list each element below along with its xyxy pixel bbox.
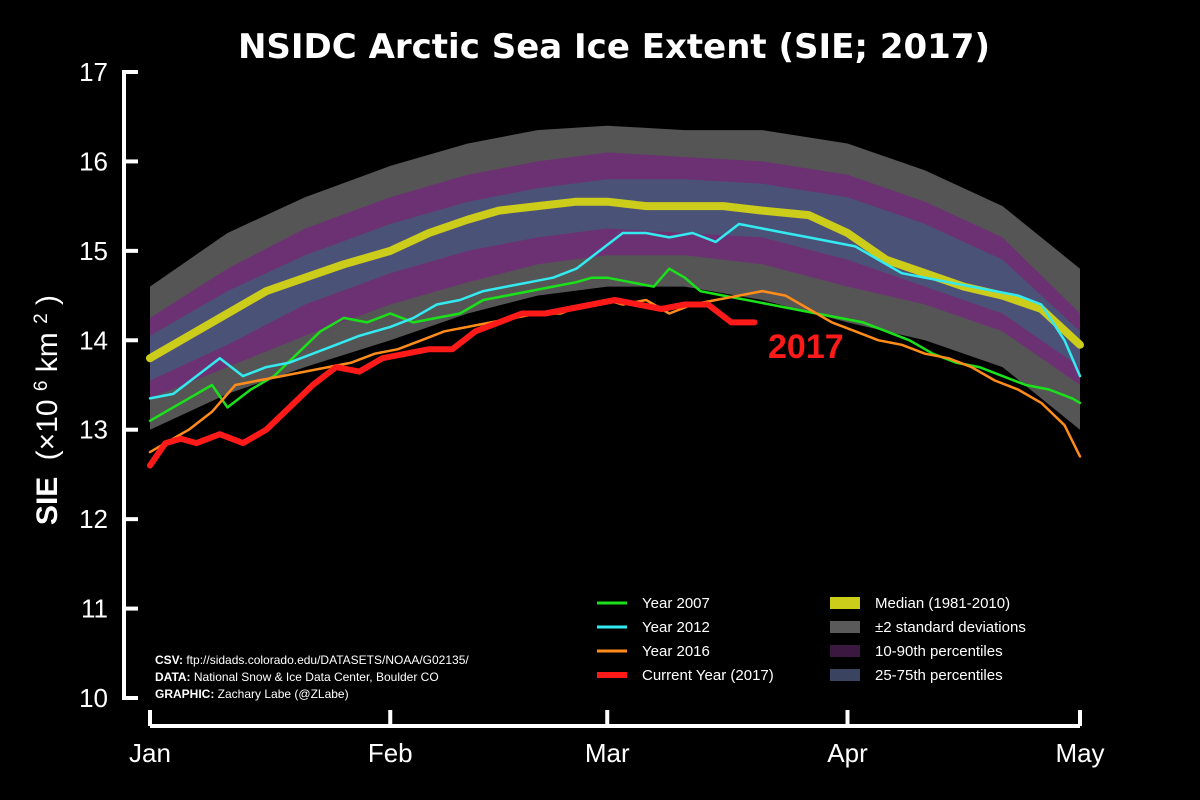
credit-key: CSV: (155, 653, 183, 667)
y-axis-label-main: SIE (31, 477, 64, 525)
legend-label-year-2016: Year 2016 (642, 643, 710, 660)
legend-label-year-2007: Year 2007 (642, 595, 710, 612)
x-tick-label-mar: Mar (585, 738, 630, 768)
x-tick-label-may: May (1055, 738, 1104, 768)
series-line-median-1981-2010 (146, 197, 1084, 363)
credit-key: DATA: (155, 670, 191, 684)
y-tick-label: 12 (79, 504, 108, 534)
legend-swatch-25-75th-percentiles (830, 669, 860, 681)
series-line-current-year-2017 (147, 297, 758, 469)
legend: Year 2007 Year 2012 Year 2016 Current Year … (597, 595, 1026, 684)
legend-swatch-median-1981-2010 (830, 597, 860, 609)
y-tick-label: 14 (79, 325, 108, 355)
y-axis-label: SIE (×10 6 km 2 ) (21, 295, 64, 525)
annotation-2017: 2017 (768, 328, 844, 366)
y-tick-label: 16 (79, 146, 108, 176)
x-tick-label-apr: Apr (827, 738, 868, 768)
series-line-year-2007 (148, 267, 1082, 423)
legend-label-current-year-2017: Current Year (2017) (642, 667, 774, 684)
legend-label-25-75th-percentiles: 25-75th percentiles (875, 667, 1003, 684)
y-axis-label-unit-prefix: (×10 (31, 399, 64, 460)
legend-swatch-2-standard-deviations (830, 621, 860, 633)
x-tick-label-jan: Jan (129, 738, 171, 768)
credit-value: ftp://sidads.colorado.edu/DATASETS/NOAA/… (183, 653, 469, 667)
y-axis-label-exp1: 6 (31, 381, 52, 392)
credits: CSV: ftp://sidads.colorado.edu/DATASETS/… (155, 653, 469, 701)
y-tick-label: 17 (79, 57, 108, 87)
legend-label-year-2012: Year 2012 (642, 619, 710, 636)
credit-value: National Snow & Ice Data Center, Boulder… (191, 670, 439, 684)
y-tick-label: 10 (79, 683, 108, 713)
credit-line: DATA: National Snow & Ice Data Center, B… (155, 670, 439, 684)
credit-line: CSV: ftp://sidads.colorado.edu/DATASETS/… (155, 653, 469, 667)
credit-value: Zachary Labe (@ZLabe) (214, 687, 348, 701)
legend-label-median-1981-2010: Median (1981-2010) (875, 595, 1010, 612)
series-line-year-2012 (148, 222, 1082, 400)
y-tick-label: 13 (79, 415, 108, 445)
y-tick-label: 15 (79, 236, 108, 266)
axes-layer: 10 11 12 13 14 15 16 17 Jan Feb Mar Apr May (79, 57, 1104, 768)
y-tick-label: 11 (81, 594, 108, 624)
y-axis-label-unit-suffix: ) (31, 295, 64, 305)
legend-label-2-standard-deviations: ±2 standard deviations (875, 619, 1026, 636)
credit-line: GRAPHIC: Zachary Labe (@ZLabe) (155, 687, 349, 701)
credit-key: GRAPHIC: (155, 687, 214, 701)
chart-title: NSIDC Arctic Sea Ice Extent (SIE; 2017) (238, 27, 990, 67)
series-layer (146, 197, 1084, 469)
legend-swatch-10-90th-percentiles (830, 645, 860, 657)
y-axis-label-exp2: 2 (31, 313, 52, 324)
y-axis-label-unit-mid: km (31, 332, 64, 372)
x-tick-label-feb: Feb (368, 738, 413, 768)
legend-label-10-90th-percentiles: 10-90th percentiles (875, 643, 1003, 660)
